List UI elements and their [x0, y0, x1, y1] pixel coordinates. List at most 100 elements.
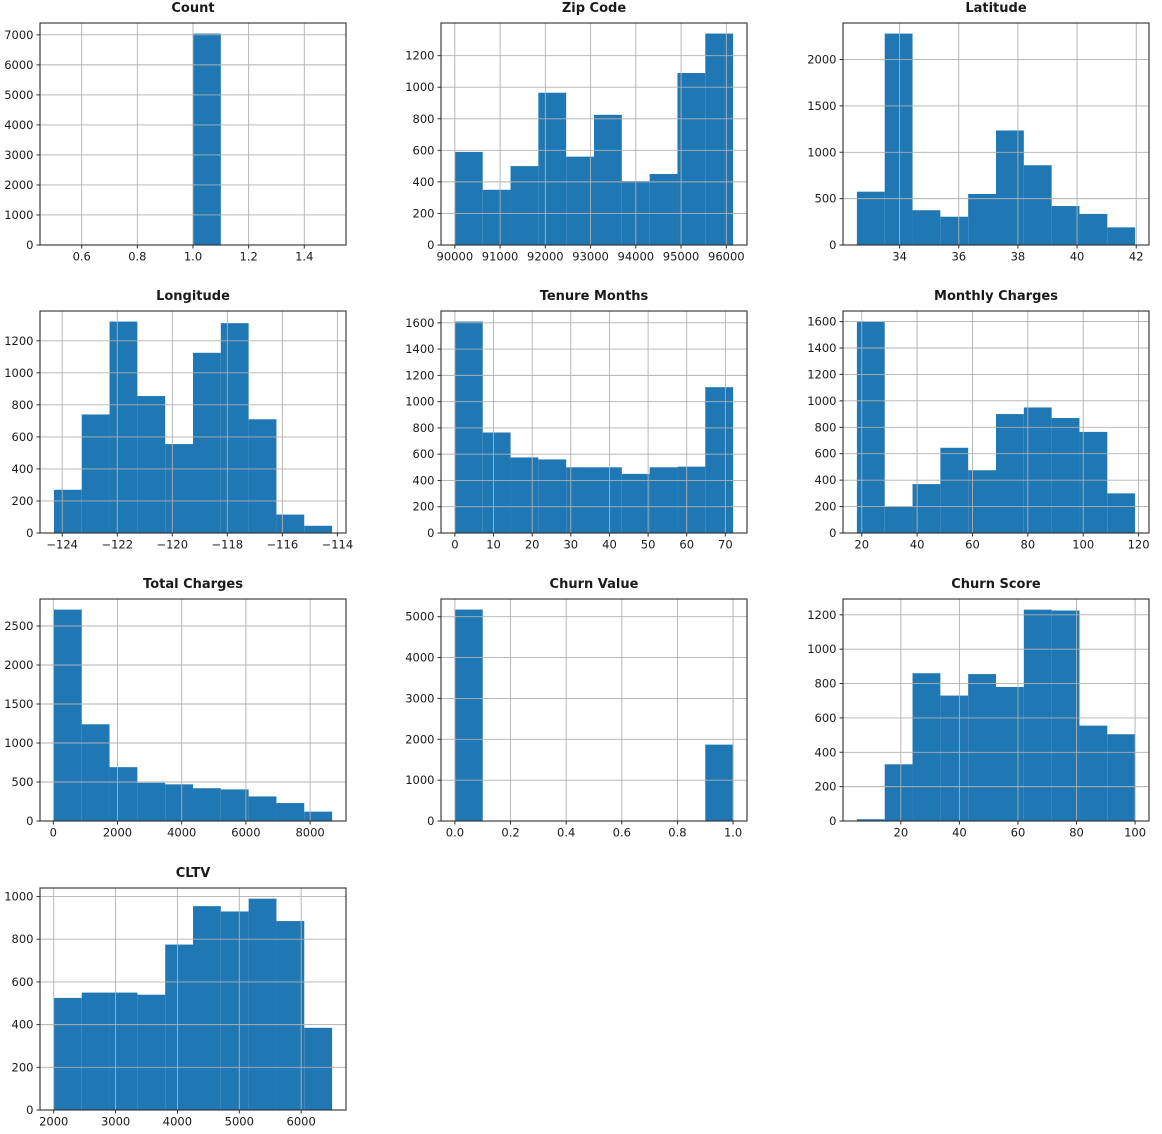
- histogram-total-charges: Total Charges 0 2000 4000 6000 8000 0 500 1000 1…: [0, 576, 356, 856]
- svg-text:93000: 93000: [572, 250, 609, 264]
- svg-text:0.6: 0.6: [613, 826, 631, 840]
- histogram-churn-score: Churn Score 20 40 60 80 100 0 200 400 600 800 1000…: [803, 576, 1159, 856]
- chart-title-monthly-charges: Monthly Charges: [934, 289, 1058, 304]
- svg-text:100: 100: [1124, 826, 1146, 840]
- svg-text:60: 60: [679, 538, 694, 552]
- svg-text:1000: 1000: [807, 145, 836, 159]
- svg-text:−114: −114: [322, 538, 354, 552]
- svg-text:200: 200: [815, 780, 837, 794]
- svg-text:600: 600: [815, 447, 837, 461]
- svg-text:400: 400: [413, 473, 435, 487]
- svg-text:200: 200: [413, 206, 435, 220]
- svg-text:1000: 1000: [807, 394, 836, 408]
- svg-text:50: 50: [641, 538, 656, 552]
- svg-text:5000: 5000: [405, 610, 434, 624]
- chart-title-longitude: Longitude: [156, 289, 230, 304]
- svg-text:0: 0: [829, 526, 836, 540]
- svg-text:1200: 1200: [807, 367, 836, 381]
- svg-text:0: 0: [26, 1103, 33, 1117]
- svg-text:40: 40: [910, 538, 925, 552]
- svg-text:1600: 1600: [405, 316, 434, 330]
- svg-text:1500: 1500: [807, 99, 836, 113]
- svg-text:60: 60: [1011, 826, 1026, 840]
- svg-text:200: 200: [12, 1060, 34, 1074]
- svg-text:0.4: 0.4: [557, 826, 575, 840]
- svg-text:91000: 91000: [482, 250, 519, 264]
- svg-text:1000: 1000: [4, 890, 33, 904]
- histogram-zip-code: Zip Code 90000 91000 92000 93000 94000 95000 9…: [401, 0, 757, 280]
- svg-text:200: 200: [413, 500, 435, 514]
- svg-text:70: 70: [718, 538, 733, 552]
- histogram-longitude: Longitude −124 −122 −120 −118 −116 −114 0 200 40…: [0, 288, 356, 568]
- svg-text:1000: 1000: [405, 80, 434, 94]
- svg-text:34: 34: [892, 250, 907, 264]
- svg-text:1400: 1400: [405, 342, 434, 356]
- svg-text:94000: 94000: [618, 250, 655, 264]
- svg-text:2500: 2500: [4, 619, 33, 633]
- svg-text:0: 0: [427, 814, 434, 828]
- chart-title-tenure-months: Tenure Months: [539, 289, 649, 304]
- svg-text:5000: 5000: [4, 88, 33, 102]
- svg-text:1.2: 1.2: [239, 250, 257, 264]
- svg-text:1400: 1400: [807, 341, 836, 355]
- svg-text:96000: 96000: [708, 250, 745, 264]
- svg-text:3000: 3000: [405, 691, 434, 705]
- svg-text:0: 0: [50, 826, 57, 840]
- svg-text:0.0: 0.0: [446, 826, 464, 840]
- svg-text:−118: −118: [212, 538, 244, 552]
- svg-text:200: 200: [12, 494, 34, 508]
- svg-text:6000: 6000: [287, 1115, 316, 1129]
- longitude-plot: −124 −122 −120 −118 −116 −114 0 200 400 600 800 100…: [4, 310, 354, 552]
- histogram-latitude: Latitude 34 36 38 40 42 0 500 1000 1500 2000: [803, 0, 1159, 280]
- svg-text:0.6: 0.6: [73, 250, 91, 264]
- svg-text:80: 80: [1069, 826, 1084, 840]
- svg-text:400: 400: [12, 1018, 34, 1032]
- svg-text:0: 0: [427, 238, 434, 252]
- svg-text:1600: 1600: [807, 315, 836, 329]
- svg-text:400: 400: [815, 473, 837, 487]
- svg-text:6000: 6000: [231, 826, 260, 840]
- svg-text:10: 10: [486, 538, 501, 552]
- svg-text:1.0: 1.0: [724, 826, 742, 840]
- svg-text:600: 600: [12, 430, 34, 444]
- svg-text:6000: 6000: [4, 58, 33, 72]
- svg-text:90000: 90000: [437, 250, 474, 264]
- svg-text:40: 40: [952, 826, 967, 840]
- svg-text:500: 500: [12, 775, 34, 789]
- count-plot: 0.6 0.8 1.0 1.2 1.4 0 1000 2000 3000 4000 5000 6000…: [4, 22, 347, 264]
- zip-code-plot: 90000 91000 92000 93000 94000 95000 96000 0 200 4…: [405, 22, 748, 264]
- svg-text:0.8: 0.8: [668, 826, 686, 840]
- histogram-cltv: CLTV 2000 3000 4000 5000 6000 0 200 400 600 800 10…: [0, 865, 356, 1134]
- svg-text:2000: 2000: [4, 658, 33, 672]
- svg-text:1200: 1200: [405, 368, 434, 382]
- tenure-months-plot: 0 10 20 30 40 50 60 70 0 200 400 600 800 1000 1200 1400…: [405, 310, 748, 552]
- svg-text:1000: 1000: [807, 642, 836, 656]
- svg-text:2000: 2000: [39, 1115, 68, 1129]
- svg-text:800: 800: [413, 112, 435, 126]
- svg-text:1000: 1000: [405, 773, 434, 787]
- svg-text:92000: 92000: [527, 250, 564, 264]
- svg-text:600: 600: [413, 143, 435, 157]
- svg-text:0: 0: [829, 814, 836, 828]
- svg-text:400: 400: [12, 462, 34, 476]
- svg-text:600: 600: [12, 975, 34, 989]
- svg-text:200: 200: [815, 500, 837, 514]
- svg-text:4000: 4000: [163, 1115, 192, 1129]
- svg-text:1000: 1000: [4, 366, 33, 380]
- svg-text:0: 0: [829, 238, 836, 252]
- svg-text:1200: 1200: [4, 334, 33, 348]
- svg-text:−116: −116: [267, 538, 299, 552]
- svg-text:−120: −120: [156, 538, 188, 552]
- latitude-plot: 34 36 38 40 42 0 500 1000 1500 2000: [807, 22, 1150, 264]
- svg-text:−124: −124: [46, 538, 78, 552]
- svg-text:95000: 95000: [663, 250, 700, 264]
- svg-text:−122: −122: [101, 538, 133, 552]
- svg-text:1.4: 1.4: [295, 250, 313, 264]
- chart-title-latitude: Latitude: [965, 1, 1027, 16]
- chart-title-cltv: CLTV: [175, 866, 211, 881]
- svg-text:2000: 2000: [405, 732, 434, 746]
- svg-text:120: 120: [1128, 538, 1150, 552]
- svg-text:2000: 2000: [4, 178, 33, 192]
- svg-text:0: 0: [451, 538, 458, 552]
